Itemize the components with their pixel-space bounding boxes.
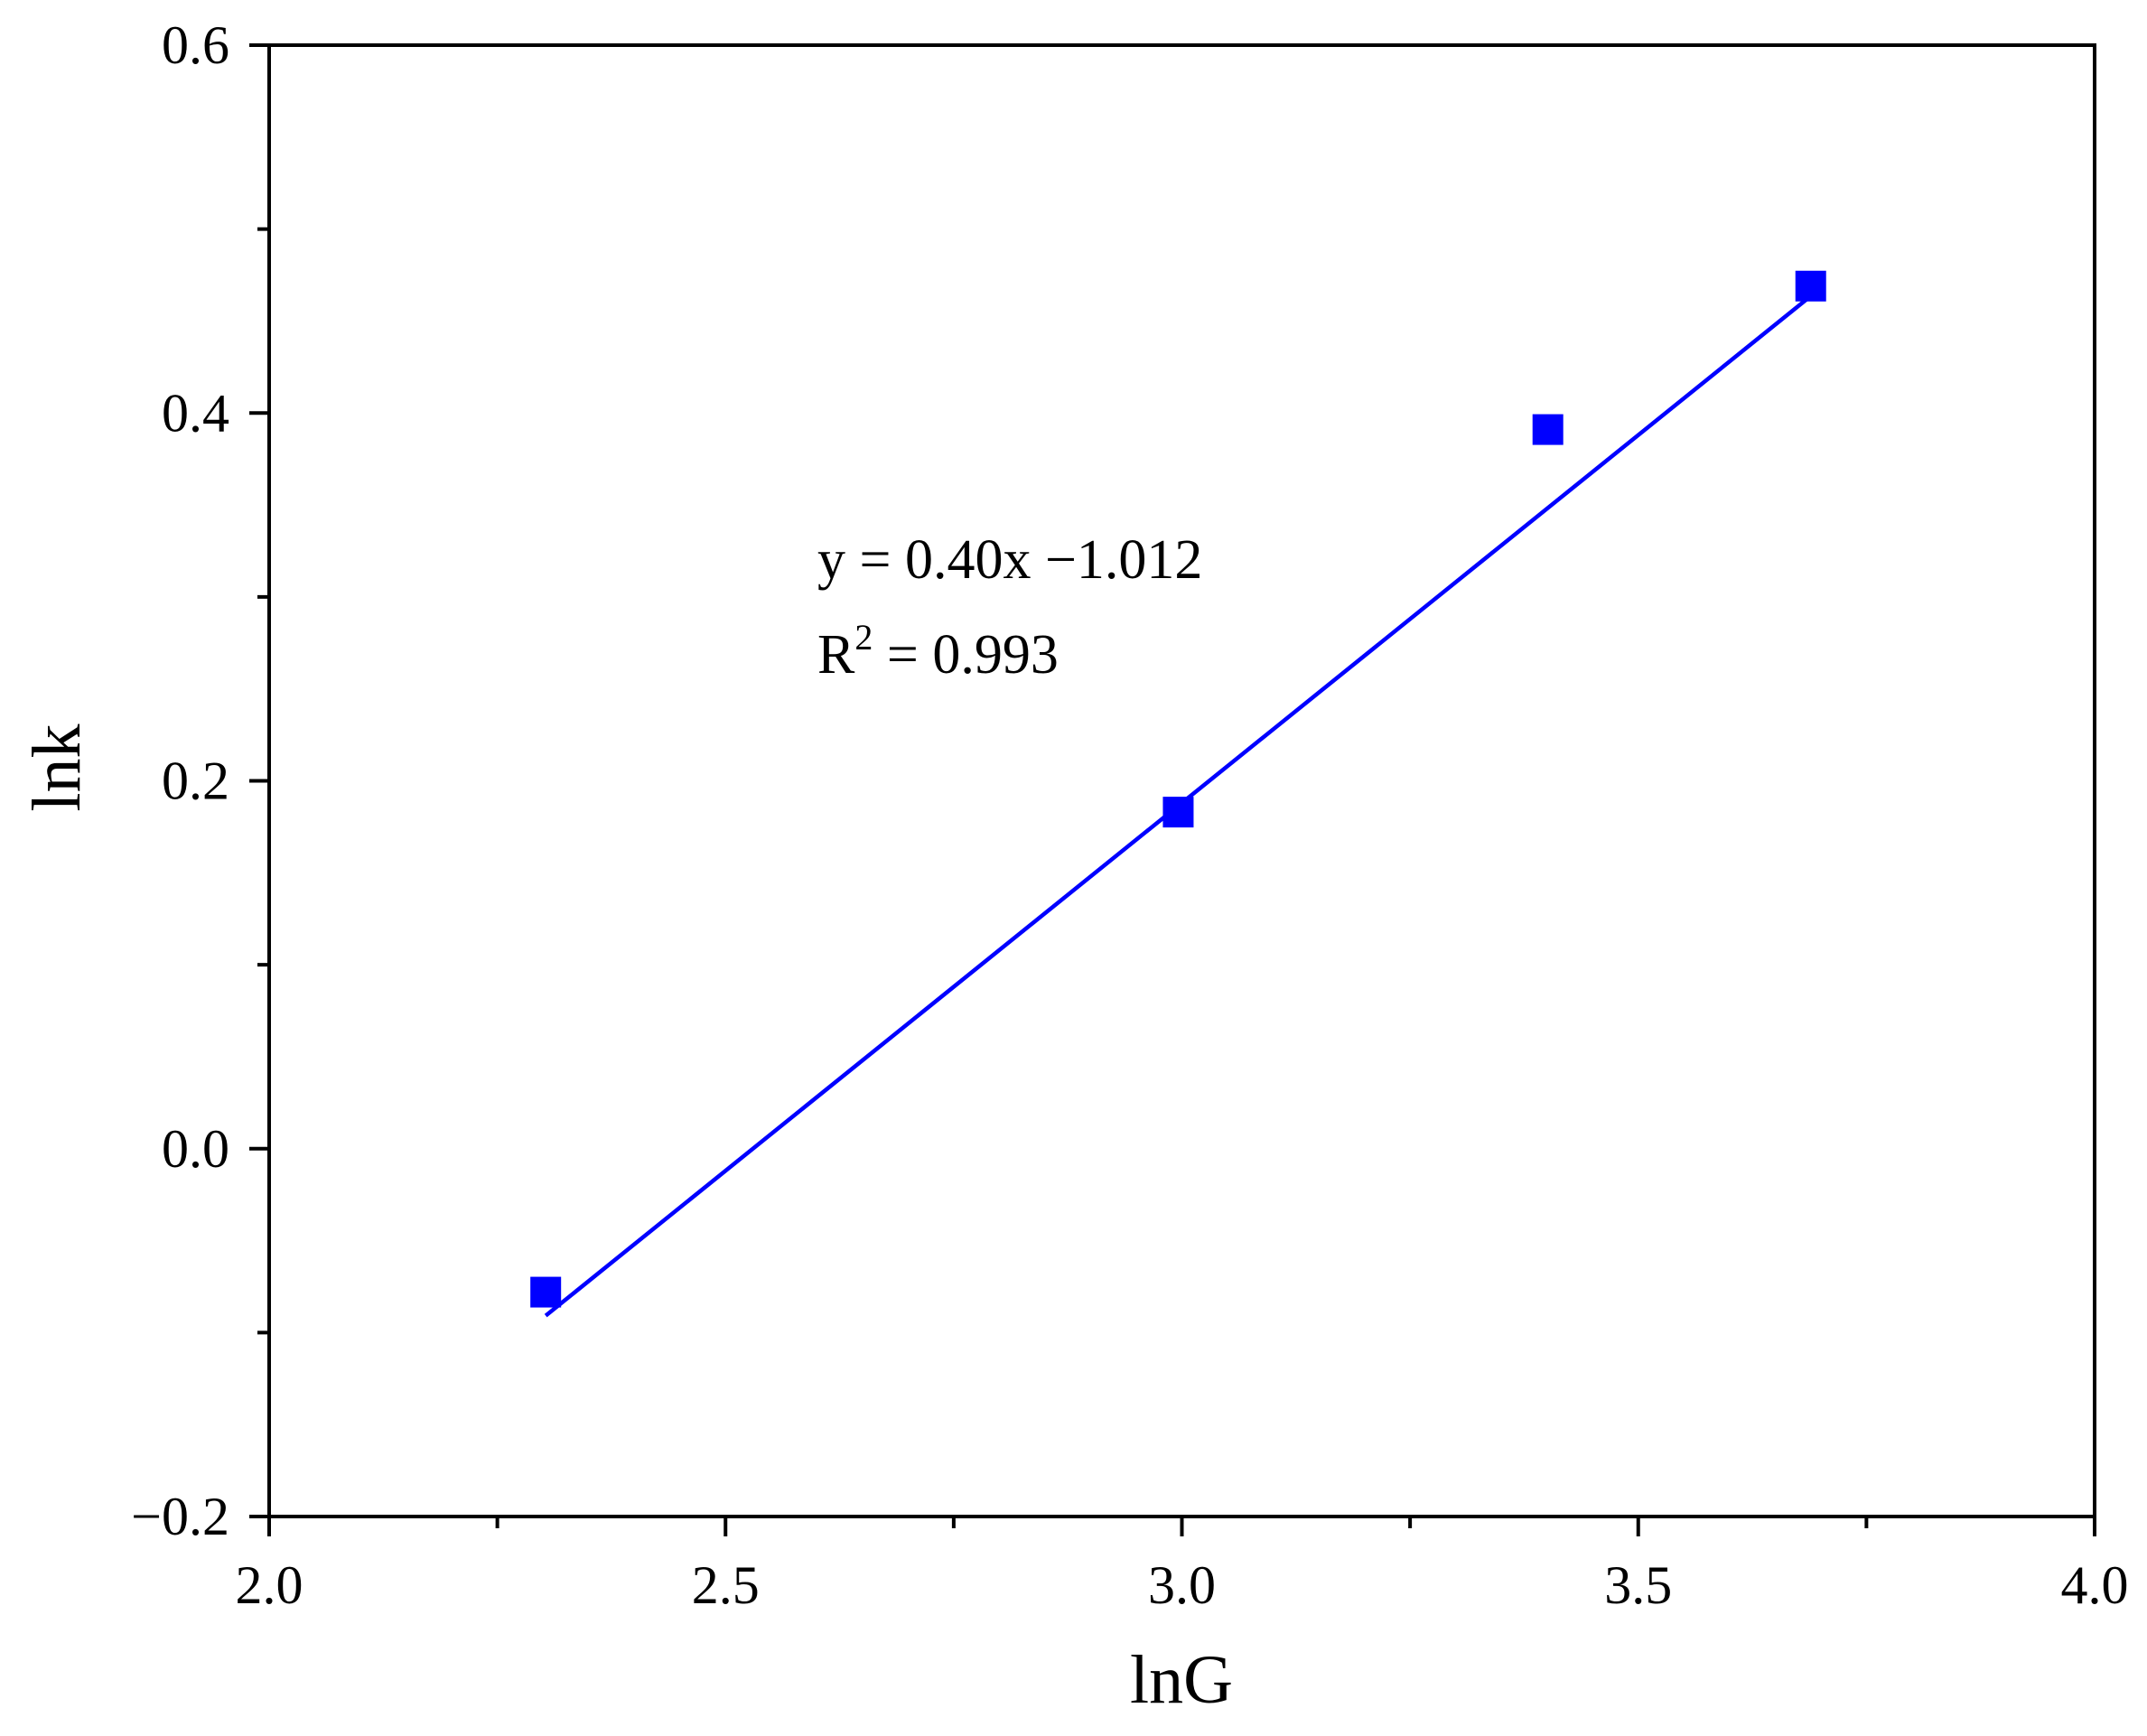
ticks: 2.0 2.5 3.0 3.5 4.0 −0.2 0.0 0.2 0.4 0.6: [131, 15, 2128, 1615]
y-tick-label: 0.4: [162, 383, 229, 443]
y-tick-label: 0.0: [162, 1119, 229, 1179]
r-squared-label: R2 = 0.993: [817, 617, 1059, 686]
r-squared-value: = 0.993: [873, 624, 1058, 686]
x-tick-label: 3.5: [1604, 1555, 1672, 1615]
r-squared-symbol: R: [817, 624, 855, 686]
x-tick-label: 2.0: [236, 1555, 303, 1615]
data-point: [1795, 270, 1826, 302]
data-point: [530, 1276, 562, 1308]
data-point: [1532, 414, 1564, 445]
data-points: [530, 270, 1826, 1308]
y-tick-label: 0.2: [162, 751, 229, 811]
y-tick-label: −0.2: [131, 1487, 229, 1546]
data-point: [1162, 797, 1194, 828]
r-squared-superscript: 2: [854, 617, 873, 658]
x-axis-title: lnG: [1130, 1642, 1233, 1718]
x-tick-label: 2.5: [692, 1555, 760, 1615]
y-tick-label: 0.6: [162, 15, 229, 75]
x-tick-label: 3.0: [1148, 1555, 1216, 1615]
fit-equation: y = 0.40x −1.012: [817, 529, 1202, 591]
x-tick-label: 4.0: [2061, 1555, 2129, 1615]
y-axis-title: lnk: [19, 723, 95, 811]
